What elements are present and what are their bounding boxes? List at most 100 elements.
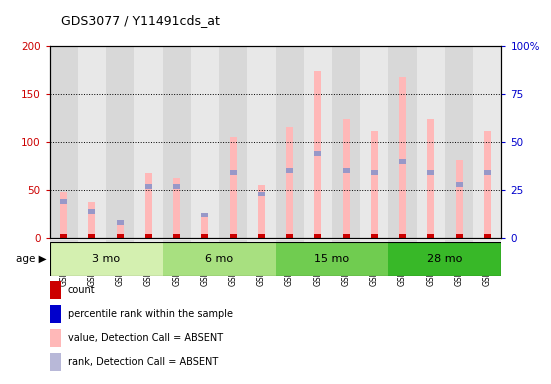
Bar [314,151,321,156]
Bar [427,170,434,175]
Bar [314,234,321,238]
Bar [50,305,61,323]
Bar [173,184,180,189]
Bar [230,137,237,238]
Text: GSM175557: GSM175557 [455,240,463,286]
Bar [163,240,191,242]
Text: value, Detection Call = ABSENT: value, Detection Call = ABSENT [68,333,223,343]
Bar [456,161,463,238]
Text: GSM175548: GSM175548 [201,240,209,286]
Bar [286,234,293,238]
Bar [371,234,378,238]
Bar [163,242,276,276]
Text: percentile rank within the sample: percentile rank within the sample [68,309,233,319]
Bar [50,353,61,371]
Bar [163,46,191,238]
Text: GSM175544: GSM175544 [88,240,96,286]
Bar [78,46,106,238]
Bar [445,46,473,238]
Bar [332,240,360,242]
Bar [314,71,321,238]
Text: GSM175550: GSM175550 [257,240,266,286]
Bar [276,46,304,238]
Bar [427,234,434,238]
Text: GDS3077 / Y11491cds_at: GDS3077 / Y11491cds_at [61,14,219,27]
Bar [388,242,501,276]
Bar [191,46,219,238]
Bar [332,46,360,238]
Bar [219,240,247,242]
Bar [201,213,208,217]
Bar [343,119,350,238]
Bar [117,220,124,225]
Bar [60,199,67,204]
Bar [388,240,417,242]
Text: GSM175546: GSM175546 [144,240,153,286]
Text: GSM175552: GSM175552 [314,240,322,286]
Text: 28 mo: 28 mo [427,254,463,264]
Bar [117,234,124,238]
Bar [343,169,350,173]
Bar [427,119,434,238]
Bar [286,169,293,173]
Bar [201,214,208,238]
Bar [388,46,417,238]
Bar [276,240,304,242]
Bar [201,234,208,238]
Bar [230,234,237,238]
Bar [117,221,124,238]
Bar [191,240,219,242]
Bar [456,234,463,238]
Bar [417,46,445,238]
Bar [445,240,473,242]
Bar [276,242,388,276]
Bar [399,159,406,164]
Bar [399,77,406,238]
Text: rank, Detection Call = ABSENT: rank, Detection Call = ABSENT [68,357,218,367]
Bar [50,329,61,346]
Text: 3 mo: 3 mo [92,254,120,264]
Bar [106,46,134,238]
Bar [60,192,67,238]
Text: GSM175555: GSM175555 [398,240,407,286]
Bar [106,240,134,242]
Bar [60,234,67,238]
Text: GSM175553: GSM175553 [342,240,350,286]
Text: 6 mo: 6 mo [205,254,233,264]
Bar [88,234,95,238]
Bar [417,240,445,242]
Bar [50,46,78,238]
Text: count: count [68,285,95,295]
Text: 15 mo: 15 mo [315,254,349,264]
Bar [50,240,78,242]
Text: GSM175545: GSM175545 [116,240,125,286]
Text: age ▶: age ▶ [16,254,47,264]
Bar [304,240,332,242]
Bar [258,234,265,238]
Bar [230,170,237,175]
Bar [399,234,406,238]
Bar [247,46,276,238]
Bar [473,46,501,238]
Text: GSM175556: GSM175556 [426,240,435,286]
Bar [50,281,61,299]
Bar [343,234,350,238]
Text: GSM175547: GSM175547 [172,240,181,286]
Bar [173,177,180,238]
Bar [173,234,180,238]
Bar [50,242,163,276]
Bar [456,182,463,187]
Bar [78,240,106,242]
Bar [286,127,293,238]
Bar [219,46,247,238]
Bar [258,185,265,238]
Text: GSM175558: GSM175558 [483,240,492,286]
Bar [484,170,491,175]
Bar [145,184,152,189]
Bar [484,131,491,238]
Bar [88,202,95,238]
Bar [145,173,152,238]
Bar [371,170,378,175]
Text: GSM175551: GSM175551 [285,240,294,286]
Bar [145,234,152,238]
